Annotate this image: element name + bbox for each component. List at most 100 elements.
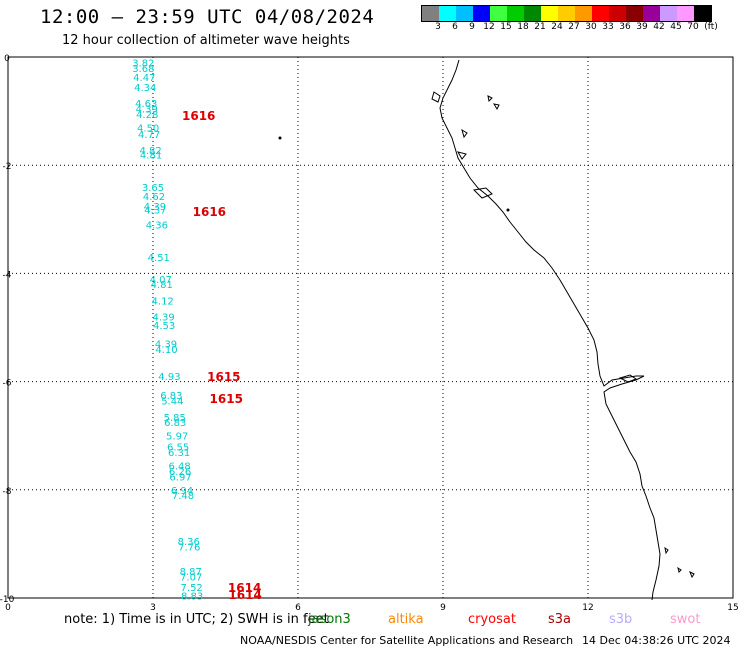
swh-value-label: 4.50	[137, 123, 159, 134]
x-tick-label: 15	[727, 603, 738, 610]
grid-lines	[7, 56, 734, 599]
colorbar-label: 36	[619, 22, 631, 32]
swh-value-label: 4.12	[152, 296, 174, 307]
x-tick-label: 9	[440, 603, 446, 610]
x-tick-label: 6	[295, 603, 301, 610]
island-dot	[278, 136, 282, 140]
colorbar-label: 9	[469, 22, 475, 32]
swh-value-label: 4.77	[138, 130, 160, 141]
x-tick-label: 3	[150, 603, 156, 610]
swh-value-label: 4.10	[155, 345, 177, 356]
orbit-number-label: 1616	[182, 109, 215, 123]
coastal-islands	[431, 91, 695, 579]
colorbar-label: 18	[517, 22, 529, 32]
swh-value-label: 6.48	[168, 461, 190, 472]
swh-value-label: 4.62	[143, 192, 165, 203]
colorbar-swatch	[592, 6, 609, 21]
swh-value-label: 8.87	[180, 567, 202, 578]
swh-value-label: 5.85	[164, 413, 186, 424]
chart-title: 12:00 — 23:59 UTC 04/08/2024	[40, 6, 375, 28]
map-frame	[7, 56, 734, 599]
swh-value-label: 4.63	[135, 99, 157, 110]
swh-value-label: 7.07	[180, 572, 202, 583]
footer-credit: NOAA/NESDIS Center for Satellite Applica…	[240, 634, 574, 647]
swh-value-label: 6.83	[164, 418, 186, 429]
colorbar-label: 42	[653, 22, 665, 32]
colorbar-label: 12	[483, 22, 495, 32]
colorbar-swatch	[456, 6, 473, 21]
x-tick-label: 12	[582, 603, 593, 610]
colorbar-label: 30	[585, 22, 597, 32]
swh-value-label: 6.83	[160, 391, 182, 402]
mission-legend-s3a: s3a	[548, 612, 572, 627]
swh-value-label: 6.31	[168, 448, 190, 459]
y-tick-label: -4	[3, 270, 12, 280]
colorbar-labels: 3 6 9 12 15 18 21 24 27 30 33 36 39 42 45 70 (ft)	[421, 22, 740, 34]
colorbar-unit: (ft)	[704, 22, 718, 32]
y-tick-label: -2	[3, 162, 12, 172]
colorbar-label: 6	[452, 22, 458, 32]
x-tick-label: 0	[5, 603, 11, 610]
swh-labels: 3.823.684.474.344.634.394.284.504.774.82…	[132, 58, 203, 602]
swh-value-label: 4.39	[153, 313, 175, 324]
y-tick-label: -8	[3, 487, 12, 497]
mission-legend-altika: altika	[388, 612, 424, 627]
colorbar-swatch	[575, 6, 592, 21]
swh-value-label: 4.36	[146, 221, 168, 232]
swh-value-label: 6.94	[171, 486, 193, 497]
swh-value-label: 4.07	[150, 275, 172, 286]
swh-value-label: 4.39	[144, 202, 166, 213]
colorbar-label: 24	[551, 22, 563, 32]
swh-value-label: 4.81	[151, 280, 173, 291]
y-tick-label: 0	[4, 54, 10, 64]
colorbar-swatch	[643, 6, 660, 21]
swh-value-label: 4.53	[153, 321, 175, 332]
colorbar-swatch	[609, 6, 626, 21]
swh-value-label: 5.44	[161, 397, 183, 408]
island-dot	[506, 208, 510, 212]
orbit-number-label: 1615	[210, 392, 243, 406]
colorbar-swatch	[626, 6, 643, 21]
colorbar-swatch	[439, 6, 456, 21]
footer-timestamp: 14 Dec 04:38:26 UTC 2024	[582, 634, 731, 647]
colorbar-swatch	[677, 6, 694, 21]
y-tick-label: -6	[3, 379, 12, 389]
mission-legend-cryosat: cryosat	[468, 612, 516, 627]
orbit-number-label: 1614	[228, 588, 261, 602]
colorbar-swatch	[422, 6, 439, 21]
swh-value-label: 5.97	[166, 432, 188, 443]
note-text: note: 1) Time is in UTC; 2) SWH is in fe…	[64, 612, 329, 627]
swh-value-label: 8.83	[181, 591, 203, 602]
colorbar-label: 27	[568, 22, 580, 32]
mission-legend-jason3: jason3	[308, 612, 351, 627]
axis-ticks: 0 3 6 9 12 15 0 -2 -4 -6 -8 -10	[0, 54, 739, 610]
wave-height-map: 0 3 6 9 12 15 0 -2 -4 -6 -8 -10 3.823.684.474.34 4.6…	[0, 54, 739, 610]
mission-legend-s3b: s3b	[609, 612, 633, 627]
swh-value-label: 4.81	[140, 150, 162, 161]
colorbar-swatch	[473, 6, 490, 21]
y-tick-label: -10	[0, 595, 15, 605]
swh-value-label: 6.26	[169, 467, 191, 478]
colorbar-swatch	[558, 6, 575, 21]
swh-value-label: 7.48	[172, 491, 194, 502]
swh-value-label: 3.68	[132, 64, 154, 75]
colorbar-label: 33	[602, 22, 614, 32]
colorbar-label: 15	[500, 22, 512, 32]
swh-value-label: 7.76	[178, 543, 200, 554]
swh-value-label: 4.93	[158, 372, 180, 383]
orbit-number-label: 1614	[228, 581, 261, 595]
swh-value-label: 4.51	[148, 253, 170, 264]
swh-value-label: 8.36	[178, 537, 200, 548]
colorbar-label: 70	[687, 22, 699, 32]
colorbar-label: 45	[670, 22, 682, 32]
colorbar-label: 39	[636, 22, 648, 32]
swh-value-label: 4.39	[136, 104, 158, 115]
chart-subtitle: 12 hour collection of altimeter wave hei…	[62, 33, 350, 48]
colorbar-swatch	[524, 6, 541, 21]
swh-value-label: 6.97	[169, 472, 191, 483]
swh-value-label: 3.65	[142, 183, 164, 194]
colorbar-label: 21	[534, 22, 546, 32]
mission-legend-swot: swot	[670, 612, 701, 627]
colorbar-swatch	[660, 6, 677, 21]
